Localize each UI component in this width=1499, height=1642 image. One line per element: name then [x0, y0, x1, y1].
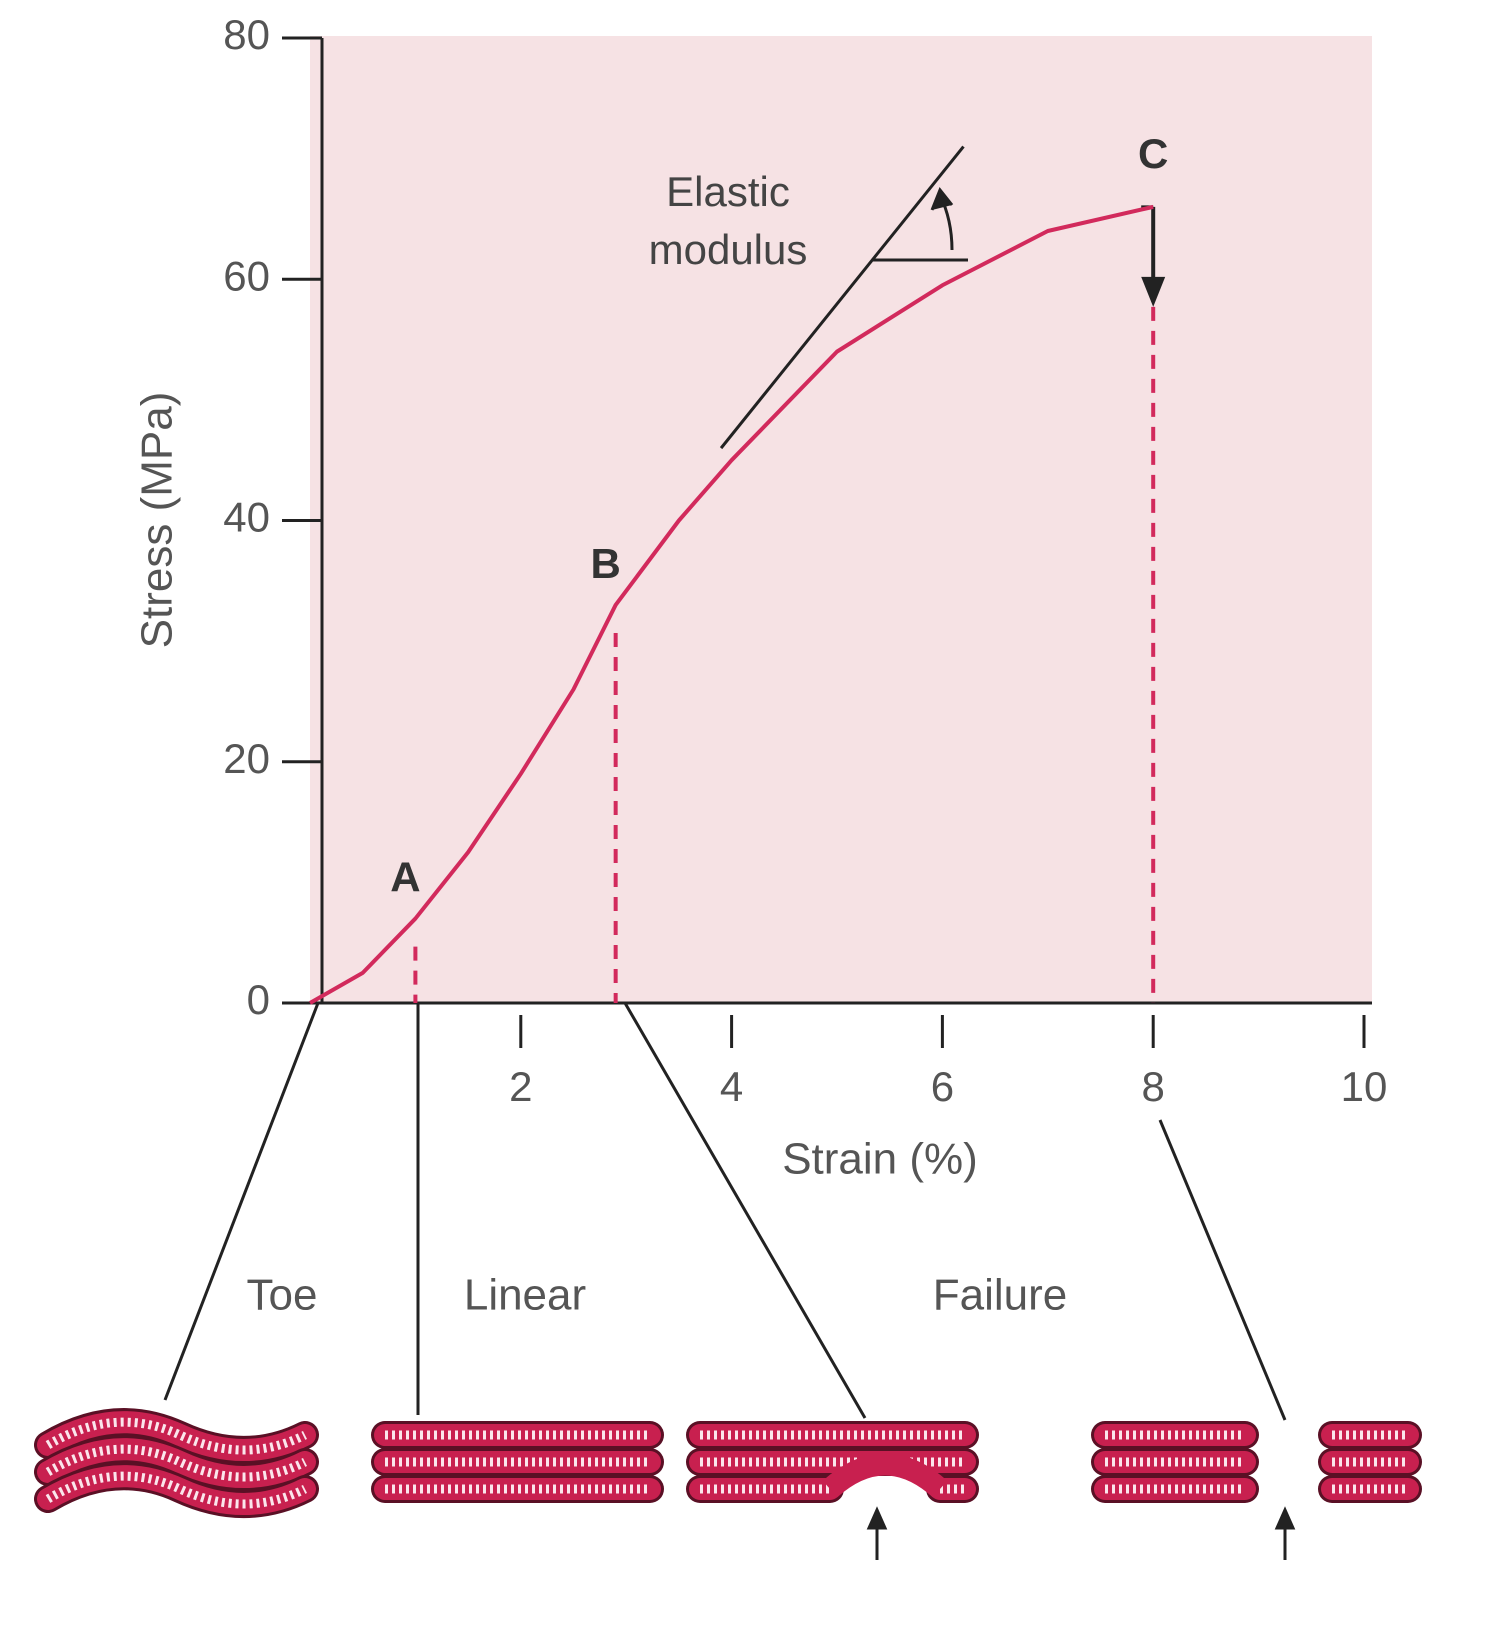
- region-label: Toe: [247, 1271, 318, 1320]
- y-tick-label: 0: [247, 976, 270, 1023]
- y-tick-label: 60: [223, 252, 270, 299]
- fiber-notch: [830, 1465, 940, 1490]
- x-tick-label: 8: [1142, 1063, 1165, 1110]
- y-tick-label: 80: [223, 11, 270, 58]
- annotation: Elastic: [666, 168, 790, 215]
- x-tick-label: 2: [509, 1063, 532, 1110]
- point-label: A: [390, 854, 420, 901]
- y-tick-label: 40: [223, 494, 270, 541]
- x-tick-label: 6: [931, 1063, 954, 1110]
- y-tick-label: 20: [223, 735, 270, 782]
- x-tick-label: 4: [720, 1063, 743, 1110]
- x-axis-title: Strain (%): [782, 1135, 978, 1184]
- plot-background: [310, 36, 1372, 1003]
- failure-arrows: [869, 1510, 1293, 1560]
- region-label: Linear: [464, 1271, 586, 1320]
- point-label: C: [1138, 130, 1168, 177]
- x-tick-label: 10: [1341, 1063, 1388, 1110]
- fiber-illustrations: [48, 1422, 1408, 1504]
- page: {"chart_data": {"type": "line", "xlabel"…: [0, 0, 1499, 1642]
- point-label: B: [590, 540, 620, 587]
- annotation: modulus: [649, 226, 808, 273]
- y-axis-title: Stress (MPa): [133, 392, 182, 649]
- region-label: Failure: [933, 1271, 1068, 1320]
- chart: Strain (%) Stress (MPa) Toe Linear Failu…: [0, 0, 1499, 1642]
